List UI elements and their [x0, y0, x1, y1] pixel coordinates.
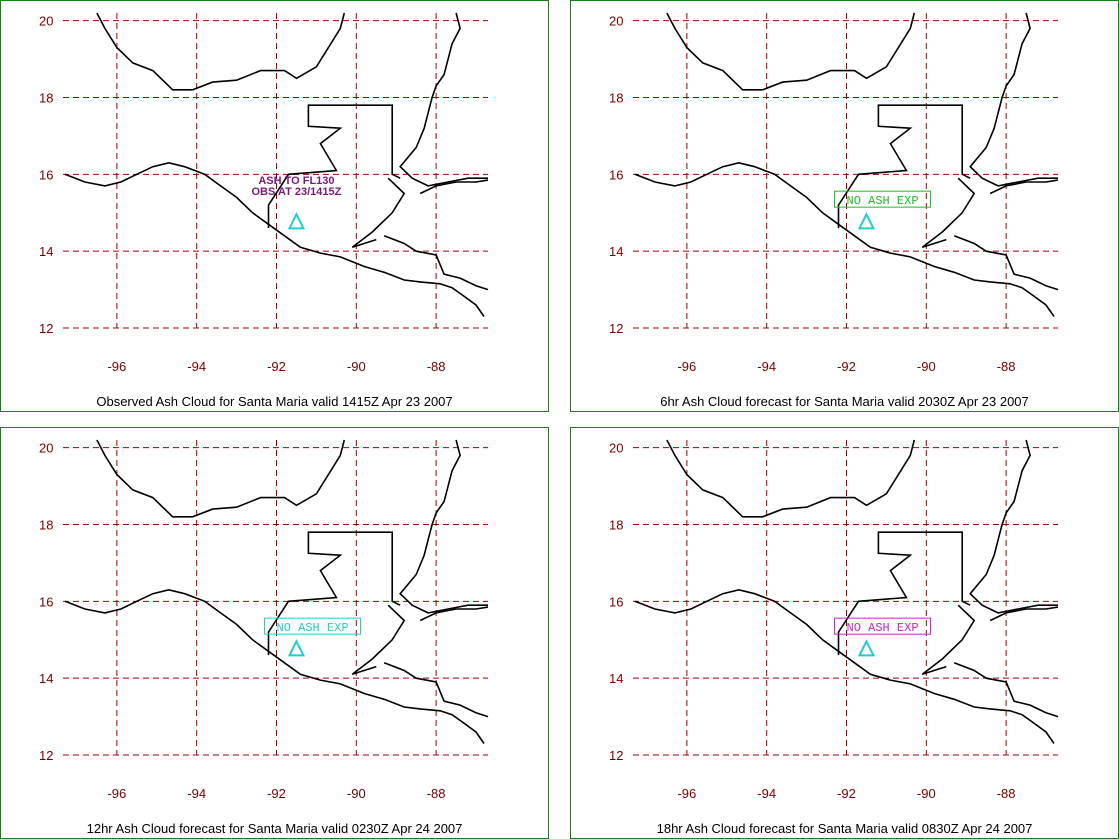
lon-label: -96 [107, 359, 126, 374]
honduras-north-coast [419, 179, 489, 195]
map-panel-4: 20 18 16 14 12 -96 -94 -92 -90 -88 NO ASH EXP 18hr … [570, 427, 1119, 839]
yucatan-coastline [399, 439, 488, 614]
lon-label: -96 [107, 786, 126, 801]
map-panel-1: 20 18 16 14 12 -96 -94 -92 -90 -88 ASH TO FL130 OBS… [0, 0, 549, 412]
lon-label: -92 [837, 359, 856, 374]
lon-label: -92 [837, 786, 856, 801]
lon-label: -94 [757, 786, 776, 801]
ash-annotation-text: NO ASH EXP [847, 621, 919, 635]
lat-label: 12 [609, 748, 623, 763]
volcano-triangle-icon [287, 212, 306, 230]
lat-label: 18 [39, 91, 53, 106]
gulf-coastline [666, 439, 916, 518]
yucatan-coastline [969, 12, 1058, 187]
ash-annotation-line: OBS AT 23/1415Z [252, 186, 342, 198]
lat-label: 12 [39, 748, 53, 763]
lon-label: -92 [267, 786, 286, 801]
guatemala-border [267, 531, 401, 656]
guatemala-border [837, 104, 971, 229]
lon-label: -88 [427, 786, 446, 801]
lon-label: -94 [757, 359, 776, 374]
ash-annotation-box [834, 190, 932, 208]
panel-caption: Observed Ash Cloud for Santa Maria valid… [96, 394, 453, 409]
map-panel-3: 20 18 16 14 12 -96 -94 -92 -90 -88 NO ASH EXP 12hr … [0, 427, 549, 839]
lat-label: 12 [39, 321, 53, 336]
lon-label: -90 [347, 359, 366, 374]
ash-annotation-line: ASH TO FL130 [258, 175, 334, 187]
lon-label: -94 [187, 359, 206, 374]
gulf-coastline [96, 12, 346, 91]
lon-label: -90 [347, 786, 366, 801]
panel-caption: 18hr Ash Cloud forecast for Santa Maria … [656, 821, 1033, 836]
guatemala-east-border [351, 604, 406, 676]
lon-label: -88 [427, 359, 446, 374]
ash-annotation-text: NO ASH EXP [277, 621, 349, 635]
panel-caption: 12hr Ash Cloud forecast for Santa Maria … [86, 821, 463, 836]
fonseca-coastline [383, 662, 489, 718]
ash-map: 20 18 16 14 12 -96 -94 -92 -90 -88 NO ASH EXP [39, 439, 489, 801]
gulf-coastline [96, 439, 346, 518]
ash-annotation-text: NO ASH EXP [847, 194, 919, 208]
ash-map: 20 18 16 14 12 -96 -94 -92 -90 -88 NO ASH EXP [609, 439, 1059, 801]
lat-label: 20 [39, 14, 53, 29]
fonseca-coastline [953, 662, 1059, 718]
map-panel-2: 20 18 16 14 12 -96 -94 -92 -90 -88 NO ASH EXP 6hr A… [570, 0, 1119, 412]
honduras-north-coast [989, 179, 1059, 195]
lon-label: -92 [267, 359, 286, 374]
lat-label: 20 [609, 14, 623, 29]
ash-map: 20 18 16 14 12 -96 -94 -92 -90 -88 NO ASH EXP [609, 12, 1059, 374]
lat-label: 14 [609, 671, 623, 686]
gulf-coastline [666, 12, 916, 91]
lat-label: 18 [609, 518, 623, 533]
lat-label: 14 [609, 244, 623, 259]
guatemala-border [267, 104, 401, 229]
lat-label: 18 [609, 91, 623, 106]
lat-label: 16 [39, 594, 53, 609]
lat-label: 14 [39, 671, 53, 686]
guatemala-east-border [921, 604, 976, 676]
lon-label: -96 [677, 786, 696, 801]
pacific-coastline [64, 588, 485, 744]
volcano-triangle-icon [857, 212, 876, 230]
ash-annotation-box [264, 617, 362, 635]
ash-annotation-box [834, 617, 932, 635]
volcano-triangle-icon [857, 639, 876, 657]
lon-label: -88 [997, 786, 1016, 801]
honduras-north-coast [419, 606, 489, 622]
yucatan-coastline [399, 12, 488, 187]
lat-label: 12 [609, 321, 623, 336]
lon-label: -94 [187, 786, 206, 801]
ash-map: 20 18 16 14 12 -96 -94 -92 -90 -88 ASH TO FL130OBS… [39, 12, 489, 374]
lat-label: 16 [609, 594, 623, 609]
guatemala-east-border [921, 177, 976, 249]
fonseca-coastline [953, 235, 1059, 291]
pacific-coastline [634, 588, 1055, 744]
honduras-north-coast [989, 606, 1059, 622]
lat-label: 18 [39, 518, 53, 533]
panel-caption: 6hr Ash Cloud forecast for Santa Maria v… [660, 394, 1029, 409]
lon-label: -88 [997, 359, 1016, 374]
lat-label: 14 [39, 244, 53, 259]
yucatan-coastline [969, 439, 1058, 614]
pacific-coastline [634, 161, 1055, 317]
lat-label: 16 [609, 167, 623, 182]
fonseca-coastline [383, 235, 489, 291]
lon-label: -90 [917, 786, 936, 801]
guatemala-east-border [351, 177, 406, 249]
guatemala-border [837, 531, 971, 656]
lat-label: 20 [609, 441, 623, 456]
lat-label: 16 [39, 167, 53, 182]
pacific-coastline [64, 161, 485, 317]
lat-label: 20 [39, 441, 53, 456]
lon-label: -96 [677, 359, 696, 374]
volcano-triangle-icon [287, 639, 306, 657]
lon-label: -90 [917, 359, 936, 374]
